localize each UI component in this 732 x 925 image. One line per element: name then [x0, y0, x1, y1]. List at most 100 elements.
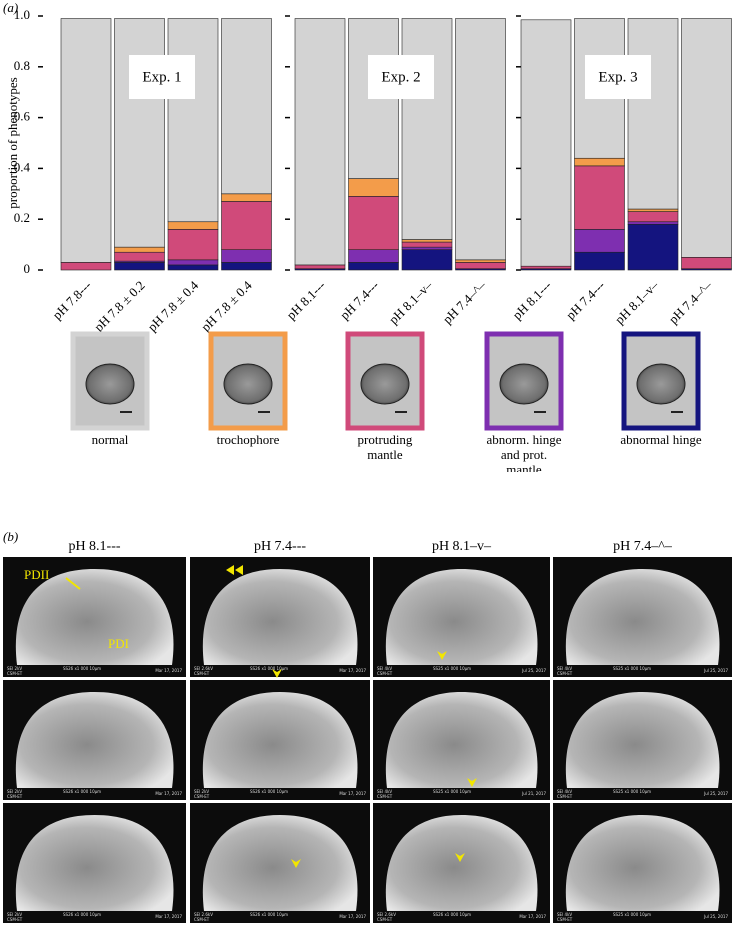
sem-meta: Jul 25, 2017 [703, 914, 728, 919]
annotation: Exp. 2 [381, 69, 420, 85]
y-tick-label: 0.4 [14, 159, 31, 174]
larva-image [223, 363, 273, 405]
sem-meta: SEI 2kV [7, 666, 22, 671]
legend-label-box: abnormal hinge [620, 432, 702, 447]
shell [565, 815, 720, 911]
bar-segment [401, 241, 453, 248]
sem-meta: CSM-ET [557, 794, 573, 799]
panel-label: (b) [3, 529, 18, 544]
x-tick-label: pH 8.1--- [509, 278, 554, 323]
arrow [226, 565, 243, 575]
bar-segment [574, 251, 625, 271]
sem-meta: SS25 x1 000 10µm [613, 789, 651, 794]
sem-meta: SS26 x1 000 10µm [250, 912, 288, 917]
sem-meta: SEI 2.6kV [377, 912, 396, 917]
column-title: pH 8.1--- [68, 539, 120, 554]
shell [385, 569, 538, 665]
bar-segment [167, 221, 219, 230]
x-tick-label: pH 7.8--- [49, 278, 94, 323]
bar-segment [627, 208, 679, 212]
shell [15, 569, 174, 665]
sem-meta: SS26 x1 000 10µm [63, 666, 101, 671]
shell [202, 569, 358, 665]
x-tick-label: pH 7.8 ± 0.4 [198, 277, 255, 334]
sem-meta: SS26 x1 000 10µm [63, 789, 101, 794]
sem-meta: Jul 21, 2017 [521, 791, 546, 796]
y-axis-label: proportion of phenotypes [5, 77, 20, 208]
legend-label-box: protruding mantle [357, 432, 413, 462]
bar-segment [401, 246, 453, 250]
legend-label: protruding mantle [357, 432, 413, 462]
sem-meta: Mar 17, 2017 [339, 914, 366, 919]
column-title: pH 8.1–v– [432, 539, 492, 554]
sem-annotation: PDII [24, 567, 49, 582]
sem-meta: SS25 x1 000 10µm [433, 789, 471, 794]
legend-label-box: trochophore [217, 432, 280, 447]
column-title: pH 7.4--- [254, 539, 306, 554]
sem-meta: Mar 17, 2017 [155, 668, 182, 673]
bar-segment [520, 19, 572, 267]
bar-segment [294, 264, 346, 270]
sem-meta: SEI 2kV [7, 789, 22, 794]
bar-segment [401, 239, 453, 243]
x-tick-label: pH 7.4–^– [666, 277, 715, 326]
shell [385, 815, 538, 911]
bar-segment [574, 165, 625, 230]
sem-meta: CSM-ET [7, 671, 23, 676]
bar-segment [455, 18, 506, 261]
sem-annotation: PDI [108, 636, 129, 651]
y-tick-label: 0 [24, 261, 31, 276]
sem-meta: Mar 17, 2017 [339, 791, 366, 796]
sem-meta: SS26 x1 000 10µm [250, 789, 288, 794]
arrowhead [455, 853, 465, 862]
shell [565, 692, 720, 788]
bar-segment [348, 249, 399, 263]
panel-label: (a) [3, 0, 18, 15]
larva-image [85, 363, 135, 405]
bar-segment [114, 18, 165, 248]
sem-meta: Mar 17, 2017 [155, 791, 182, 796]
sem-meta: SS26 x1 000 10µm [250, 666, 288, 671]
bar-segment [627, 223, 679, 271]
sem-meta: SEI 2.6kV [194, 912, 213, 917]
x-tick-label: pH 7.4--- [337, 278, 382, 323]
x-tick-label: pH 8.1–v– [386, 277, 436, 327]
legend-swatch [345, 331, 425, 431]
bar-segment [455, 262, 506, 270]
bar-segment [627, 18, 679, 210]
bar-segment [348, 178, 399, 197]
bar-segment [294, 18, 346, 266]
bar-segment [681, 18, 732, 258]
sem-meta: CSM-ET [377, 671, 393, 676]
sem-meta: SEI 2kV [194, 789, 209, 794]
larva-image [636, 363, 686, 405]
x-tick-label: pH 8.1–v– [612, 277, 662, 327]
shell [202, 692, 358, 788]
sem-meta: CSM-ET [7, 917, 23, 922]
bar-segment [681, 256, 732, 270]
sem-meta: Jul 25, 2017 [521, 668, 546, 673]
legend-label-box: abnorm. hinge and prot. mantle [486, 432, 561, 472]
shell [385, 692, 538, 788]
bar-segment [221, 18, 272, 195]
bar-segment [221, 201, 272, 250]
bar-segment [167, 264, 219, 271]
sem-meta: CSM-ET [194, 671, 210, 676]
shell [565, 569, 720, 665]
x-tick-label: pH 7.8 ± 0.4 [144, 277, 201, 334]
shell [15, 815, 174, 911]
bar-segment [520, 265, 572, 270]
x-tick-label: pH 7.4–^– [440, 277, 489, 326]
legend-label: abnormal hinge [620, 432, 702, 447]
bar-segment [455, 259, 506, 263]
sem-meta: CSM-ET [7, 794, 23, 799]
bar-segment [627, 221, 679, 225]
sem-meta: SEI 4kV [377, 789, 392, 794]
sem-meta: SEI 4kV [557, 912, 572, 917]
annotation-box [129, 55, 195, 99]
sem-meta: SEI 4kV [557, 789, 572, 794]
annotation: Exp. 3 [598, 69, 637, 85]
bar-segment [221, 249, 272, 263]
arrowhead [437, 651, 447, 660]
sem-meta: CSM-ET [194, 917, 210, 922]
